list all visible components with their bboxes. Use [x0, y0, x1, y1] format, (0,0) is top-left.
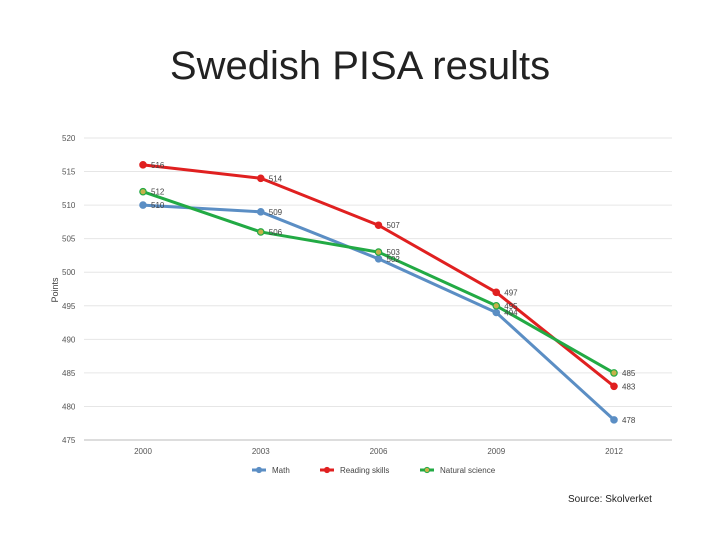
x-tick-label: 2000	[134, 447, 152, 456]
gridlines	[84, 137, 672, 441]
legend-marker	[323, 466, 331, 474]
legend: Math Reading skills Natural science	[252, 466, 496, 475]
x-tick-label: 2012	[605, 447, 623, 456]
data-point	[139, 161, 147, 169]
data-point	[139, 187, 147, 196]
data-label: 503	[387, 248, 401, 257]
series-line-reading-skills	[141, 163, 616, 388]
data-label: 497	[504, 288, 518, 297]
y-tick-label: 505	[62, 235, 76, 244]
data-label: 514	[269, 174, 283, 183]
x-axis-ticks: 2000 2003 2006 2009 2012	[134, 447, 623, 456]
series-line-math	[141, 203, 616, 422]
data-label: 494	[504, 308, 518, 317]
data-point	[374, 221, 383, 230]
legend-marker	[255, 466, 263, 474]
y-tick-label: 490	[62, 335, 76, 344]
data-point	[374, 254, 383, 263]
data-point	[492, 301, 501, 310]
y-tick-label: 475	[62, 436, 76, 445]
y-tick-label: 510	[62, 201, 76, 210]
data-label: 483	[622, 382, 636, 391]
y-axis-ticks: 520 515 510 505 500 495 490 485 480 475	[62, 134, 76, 445]
y-tick-label: 480	[62, 402, 76, 411]
y-tick-label: 515	[62, 168, 76, 177]
legend-label: Natural science	[440, 466, 496, 475]
data-label: 478	[622, 416, 636, 425]
data-label: 512	[151, 188, 165, 197]
legend-label: Math	[272, 466, 290, 475]
series-line-natural-science	[141, 190, 616, 375]
data-label: 509	[269, 208, 283, 217]
data-label: 485	[622, 369, 636, 378]
data-label: 502	[387, 255, 401, 264]
data-label: 507	[387, 221, 401, 230]
source-note: Source: Skolverket	[568, 494, 652, 505]
y-tick-label: 520	[62, 134, 76, 143]
legend-marker	[423, 466, 431, 474]
legend-label: Reading skills	[340, 466, 389, 475]
data-point	[256, 208, 265, 216]
data-label: 495	[504, 302, 518, 311]
data-point	[256, 228, 265, 236]
page-title: Swedish PISA results	[169, 44, 551, 88]
data-point	[610, 416, 618, 424]
data-point	[256, 174, 265, 183]
data-point	[492, 308, 501, 317]
data-point	[492, 288, 501, 297]
x-tick-label: 2006	[370, 447, 388, 456]
x-tick-label: 2009	[487, 447, 505, 456]
y-tick-label: 500	[62, 268, 76, 277]
data-label: 510	[151, 201, 165, 210]
x-tick-label: 2003	[252, 447, 270, 456]
series-lines: 510 509 502 494 478 516 514 507 497 483 512 506 503 4…	[139, 161, 636, 425]
data-point	[610, 382, 618, 391]
data-point	[139, 201, 147, 209]
data-point	[610, 369, 618, 377]
y-axis-label: Points	[50, 277, 60, 303]
data-label: 506	[269, 228, 283, 237]
data-label: 516	[151, 161, 165, 170]
y-tick-label: 485	[62, 369, 76, 378]
y-tick-label: 495	[62, 302, 76, 311]
data-point	[374, 248, 383, 256]
